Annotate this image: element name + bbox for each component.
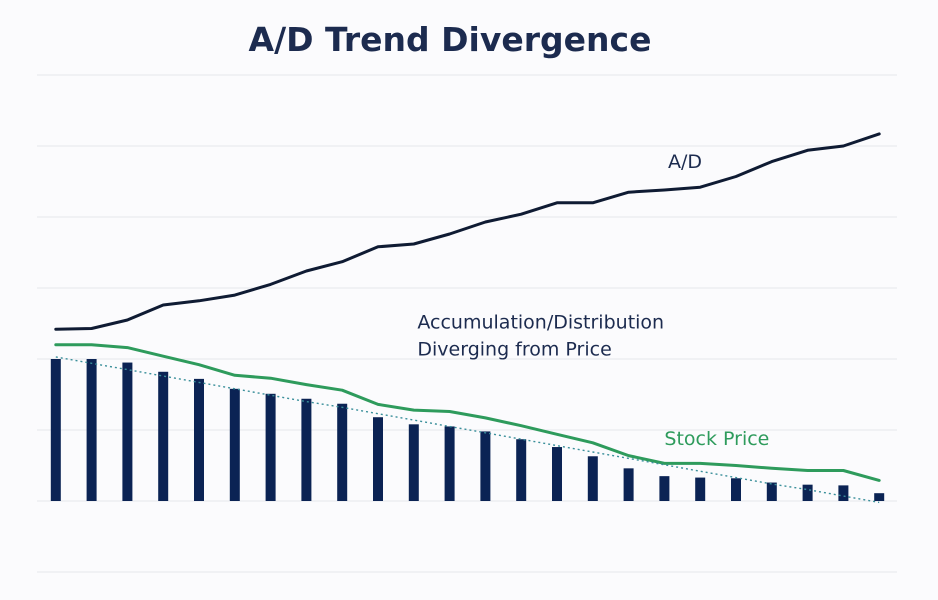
bar-12 — [444, 426, 455, 501]
annotation-3: Diverging from Price — [417, 338, 611, 360]
bar-23 — [838, 485, 849, 501]
bar-6 — [229, 388, 240, 501]
bar-19 — [695, 477, 706, 501]
annotation-4: Stock Price — [664, 428, 769, 450]
bar-11 — [408, 424, 419, 501]
bar-1 — [50, 359, 61, 501]
bar-9 — [337, 403, 348, 501]
series-lines — [54, 132, 881, 504]
bar-17 — [623, 468, 634, 501]
bar-10 — [373, 417, 383, 501]
bar-14 — [516, 439, 527, 501]
annotation-1: A/D — [668, 151, 702, 173]
bar-4 — [158, 371, 169, 501]
stock-price-line — [54, 343, 881, 482]
volume-bars — [50, 359, 885, 501]
chart-title: A/D Trend Divergence — [248, 20, 652, 59]
trend-line — [55, 356, 880, 504]
bar-3 — [122, 362, 133, 501]
annotation-2: Accumulation/Distribution — [417, 311, 664, 333]
bar-2 — [86, 359, 97, 501]
bar-20 — [731, 478, 741, 501]
bar-24 — [874, 493, 885, 501]
bar-8 — [301, 398, 312, 501]
bar-22 — [802, 484, 813, 501]
bar-18 — [659, 476, 670, 501]
bar-13 — [480, 431, 491, 501]
bar-15 — [552, 447, 562, 501]
bar-16 — [587, 456, 598, 501]
bar-5 — [194, 378, 204, 501]
bar-7 — [265, 393, 276, 501]
annotations: A/D Accumulation/Distribution Diverging fr… — [417, 151, 769, 450]
ad-line — [54, 132, 881, 331]
bar-21 — [766, 482, 777, 501]
